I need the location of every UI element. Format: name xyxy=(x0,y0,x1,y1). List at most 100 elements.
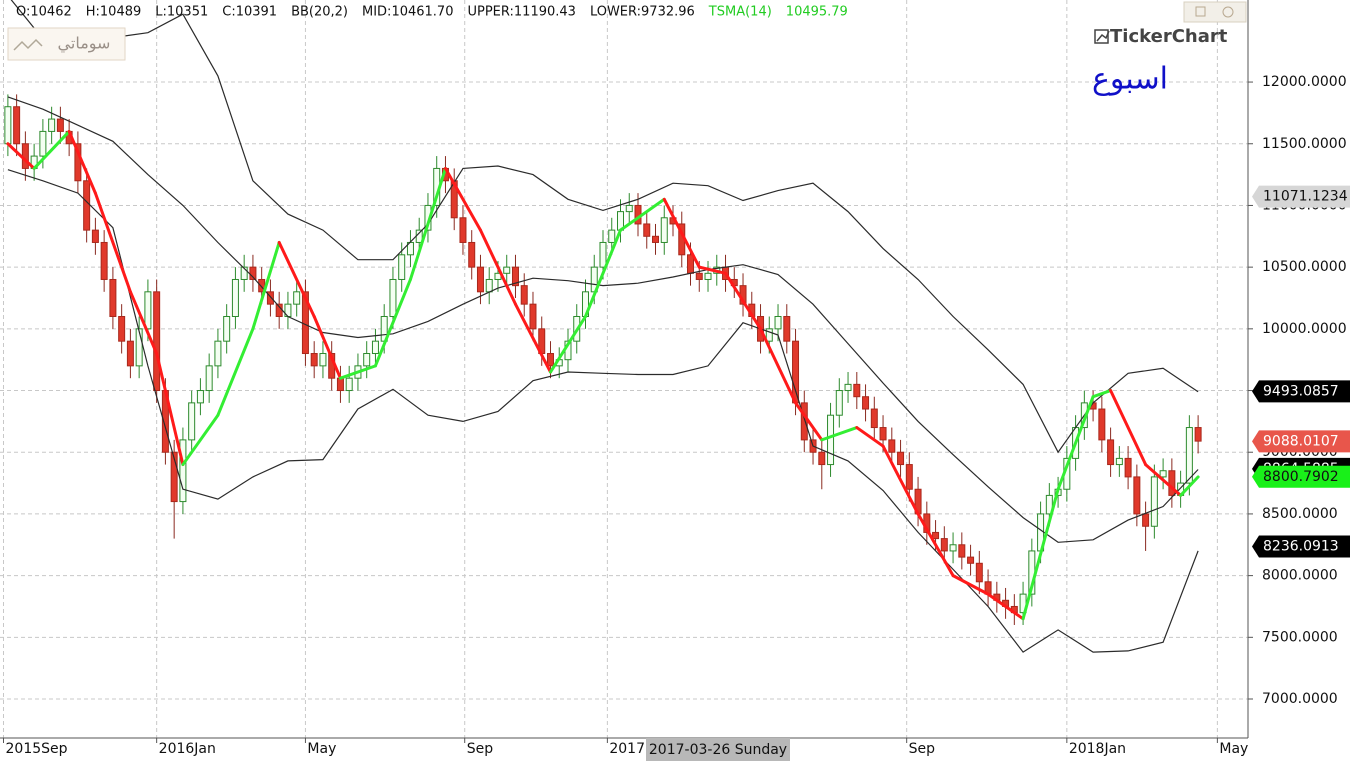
price-tag-label: 11071.1234 xyxy=(1263,189,1348,205)
tsma-segment xyxy=(1021,487,1060,621)
candle-body xyxy=(170,451,178,503)
brand-icon xyxy=(1094,29,1109,44)
candle-body xyxy=(1150,476,1158,527)
x-tick-label: 2017 xyxy=(609,741,645,757)
window-controls-frame xyxy=(1183,1,1247,23)
candle-body xyxy=(144,291,152,330)
candle-body xyxy=(476,266,484,293)
header-item: O:10462 xyxy=(16,5,72,20)
tsma-segment xyxy=(881,444,920,516)
watermark-icon xyxy=(13,38,43,51)
candle-body xyxy=(485,278,493,293)
candle-body xyxy=(879,427,887,441)
candle-body xyxy=(625,204,633,213)
y-tick-label: 10500.0000 xyxy=(1262,259,1347,275)
header-item: UPPER:11190.43 xyxy=(467,5,575,20)
candle-body xyxy=(503,266,511,274)
y-tick-label: 10000.0000 xyxy=(1262,321,1347,337)
candle-body xyxy=(1194,427,1202,442)
candle-body xyxy=(835,390,843,416)
candle-body xyxy=(897,451,905,466)
y-tick-label: 7500.0000 xyxy=(1262,629,1338,645)
watermark-box: سوماتي xyxy=(7,27,126,61)
candle-body xyxy=(765,328,773,342)
header-item: L:10351 xyxy=(155,5,208,20)
candle-body xyxy=(21,143,29,169)
plot-area xyxy=(4,0,1202,653)
candle-body xyxy=(4,106,12,145)
price-tags: 11071.12349493.08579088.01078864.5885880… xyxy=(1252,185,1350,558)
band-line xyxy=(7,96,1199,543)
tsma-segment xyxy=(216,327,255,417)
tsma-segment xyxy=(820,426,859,442)
candle-body xyxy=(266,291,274,305)
price-tag-label: 9088.0107 xyxy=(1263,433,1339,449)
candle-body xyxy=(83,180,91,231)
watermark-frame xyxy=(7,27,126,61)
header-item: C:10391 xyxy=(222,5,277,20)
tsma-segment xyxy=(1091,389,1113,399)
x-tick-label: Sep xyxy=(467,741,494,757)
candle-body xyxy=(520,285,528,305)
tsma-segment xyxy=(277,240,316,318)
tsma-segment xyxy=(724,271,763,331)
tsma-segment xyxy=(373,277,412,368)
tsma-segment xyxy=(618,197,666,232)
price-tag xyxy=(1252,535,1350,558)
candle-body xyxy=(135,328,143,367)
candle-body xyxy=(100,241,108,280)
crosshair-label-bg xyxy=(646,738,790,761)
candle-body xyxy=(1124,457,1132,478)
y-tick-label: 8500.0000 xyxy=(1262,506,1338,522)
header-item: 10495.79 xyxy=(786,5,848,20)
tsma-segment xyxy=(251,240,281,331)
tsma-segment xyxy=(855,426,885,448)
header-item: BB(20,2) xyxy=(291,5,348,20)
maximize-button[interactable] xyxy=(1195,6,1206,17)
tsma-segment xyxy=(338,364,377,380)
tsma-segment xyxy=(759,327,798,405)
band-line xyxy=(10,0,1199,454)
candle-body xyxy=(1115,457,1123,466)
settings-button[interactable] xyxy=(1222,6,1234,18)
header-item: MID:10461.70 xyxy=(362,5,453,20)
tsma-segment xyxy=(32,129,71,170)
watermark-text: سوماتي xyxy=(58,34,111,54)
crosshair-box: 2017-03-26 Sunday xyxy=(646,738,790,761)
candle-body xyxy=(223,315,231,342)
candle-body xyxy=(56,118,64,132)
candle-body xyxy=(196,390,204,404)
candle-body xyxy=(371,340,379,355)
x-tick-label: May xyxy=(1219,741,1248,757)
candle-body xyxy=(1045,494,1053,515)
candle-body xyxy=(1133,476,1141,515)
tsma-segment xyxy=(1144,463,1183,497)
tsma-segment xyxy=(513,302,552,374)
candle-body xyxy=(39,130,47,157)
candle-body xyxy=(599,241,607,268)
candle-body xyxy=(109,278,117,317)
tsma-segment xyxy=(583,228,622,318)
candle-body xyxy=(975,562,983,583)
tsma-segment xyxy=(1109,389,1148,467)
x-tick-label: Sep xyxy=(909,741,936,757)
period-label: اسبوع xyxy=(1092,62,1168,97)
tsma-segment xyxy=(986,592,1025,621)
band-line xyxy=(7,169,1199,653)
candle-body xyxy=(13,106,21,145)
tsma-segment xyxy=(128,290,159,356)
price-tag xyxy=(1252,185,1350,208)
candle-body xyxy=(1107,439,1115,466)
candle-body xyxy=(293,291,301,305)
tsma-segment xyxy=(794,401,824,442)
candle-body xyxy=(704,272,712,280)
candle-body xyxy=(862,396,870,410)
tsma-segment xyxy=(443,166,482,232)
y-tick-label: 8000.0000 xyxy=(1262,568,1338,584)
window-controls xyxy=(1183,1,1247,23)
tsma-segment xyxy=(181,413,220,467)
tsma-segment xyxy=(155,352,185,467)
candle-body xyxy=(126,340,134,367)
